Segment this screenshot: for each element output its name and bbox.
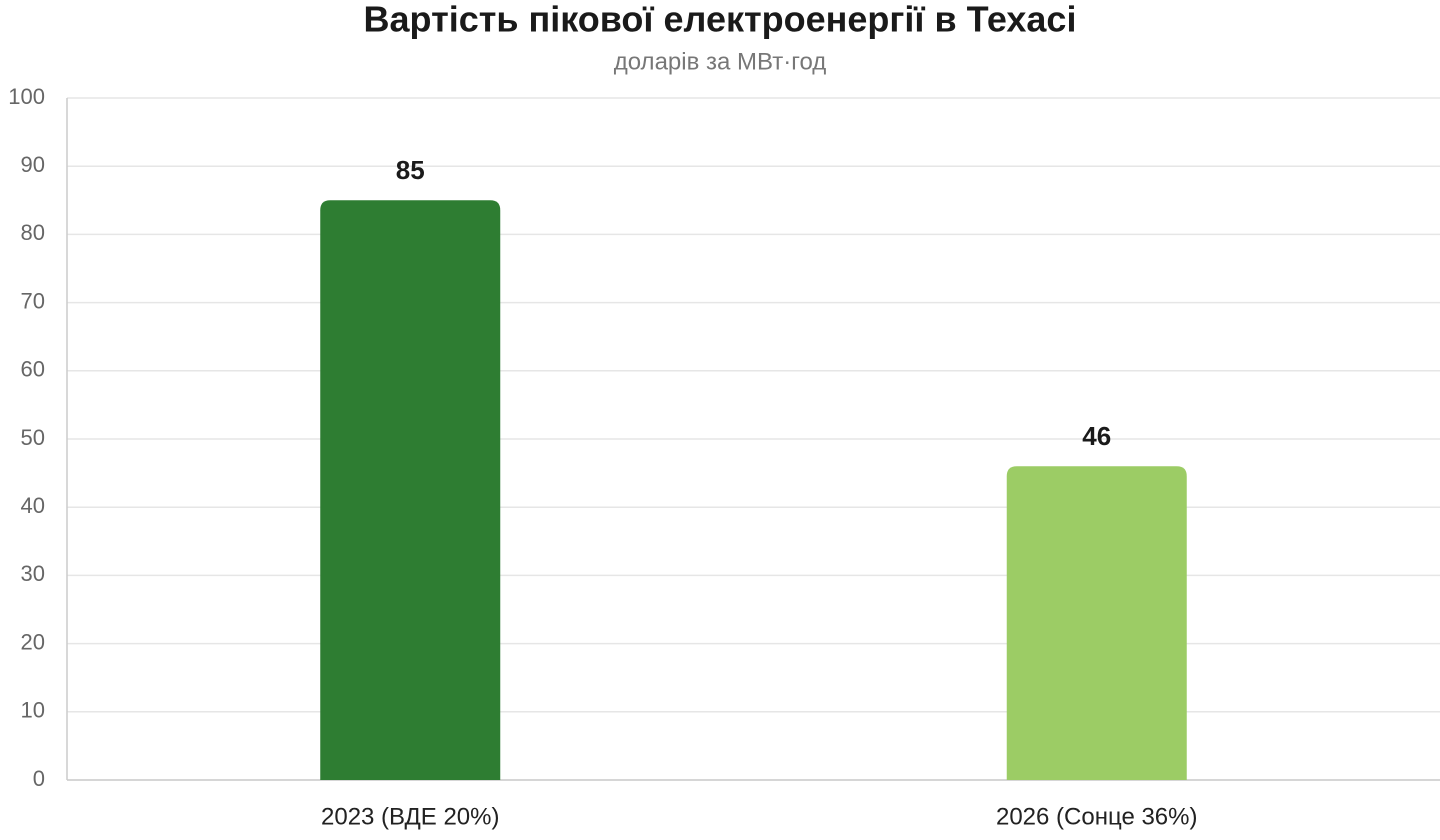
y-tick-label: 60 [21, 357, 45, 382]
bar [1006, 466, 1187, 780]
y-tick-label: 10 [21, 698, 45, 723]
y-tick-label: 20 [21, 629, 45, 654]
chart-subtitle: доларів за МВт·год [614, 48, 827, 75]
y-tick-label: 70 [21, 288, 45, 313]
x-tick-label: 2023 (ВДЕ 20%) [321, 803, 500, 830]
chart-title: Вартість пікової електроенергії в Техасі [364, 0, 1077, 40]
y-tick-label: 50 [21, 425, 45, 450]
x-tick-label: 2026 (Сонце 36%) [996, 803, 1198, 830]
y-tick-label: 80 [21, 220, 45, 245]
y-tick-label: 0 [33, 766, 45, 791]
data-label: 46 [1082, 421, 1111, 451]
y-tick-label: 30 [21, 561, 45, 586]
y-tick-label: 100 [8, 84, 45, 109]
y-tick-label: 90 [21, 152, 45, 177]
data-label: 85 [396, 155, 425, 185]
y-tick-label: 40 [21, 493, 45, 518]
bar [320, 200, 501, 781]
